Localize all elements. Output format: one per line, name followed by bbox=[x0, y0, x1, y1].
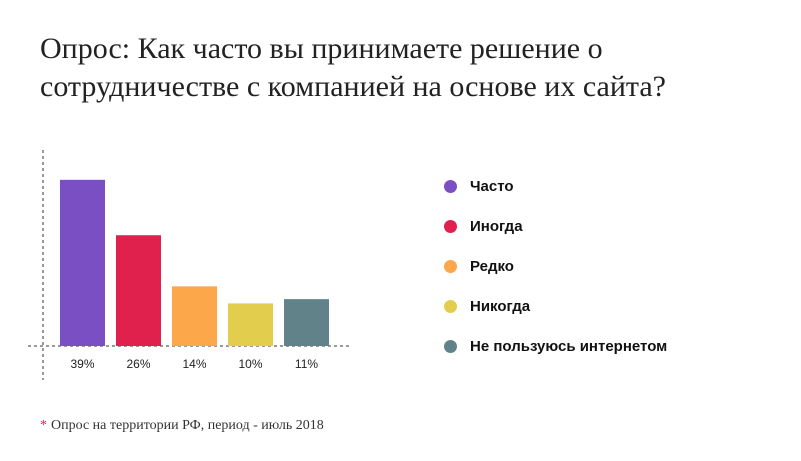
footnote-marker: * bbox=[40, 418, 47, 433]
legend-label: Не пользуюсь интернетом bbox=[470, 337, 668, 355]
legend-swatch-icon bbox=[444, 219, 457, 233]
legend: Часто Иногда Редко Никогда Не пользуюсь инте… bbox=[444, 166, 667, 366]
bar-4 bbox=[228, 303, 273, 346]
legend-label: Редко bbox=[470, 257, 514, 275]
bar-value-label: 11% bbox=[295, 357, 318, 371]
footnote-text: Опрос на территории РФ, период - июль 20… bbox=[51, 418, 324, 433]
bar-value-label: 26% bbox=[126, 357, 150, 371]
bar-3 bbox=[172, 286, 217, 346]
legend-swatch-icon bbox=[444, 339, 457, 353]
legend-label: Никогда bbox=[470, 297, 531, 315]
bar-1 bbox=[60, 179, 105, 346]
legend-label: Иногда bbox=[470, 217, 523, 235]
footnote: * Опрос на территории РФ, период - июль 2… bbox=[40, 418, 324, 434]
legend-swatch-icon bbox=[444, 259, 457, 273]
bar-value-label: 14% bbox=[182, 357, 206, 371]
legend-swatch-icon bbox=[444, 299, 457, 313]
bars-group bbox=[60, 179, 329, 346]
bar-labels-group: 39% 26% 14% 10% 11% bbox=[70, 357, 318, 371]
legend-item: Иногда bbox=[444, 206, 667, 246]
legend-item: Часто bbox=[444, 166, 667, 206]
legend-item: Никогда bbox=[444, 286, 667, 326]
bar-value-label: 10% bbox=[238, 357, 262, 371]
bar-2 bbox=[116, 235, 161, 346]
bar-5 bbox=[284, 299, 329, 346]
bar-value-label: 39% bbox=[70, 357, 94, 371]
chart-title: Опрос: Как часто вы принимаете решение о… bbox=[40, 32, 667, 103]
legend-label: Часто bbox=[470, 177, 514, 195]
legend-item: Редко bbox=[444, 246, 667, 286]
legend-item: Не пользуюсь интернетом bbox=[444, 326, 667, 366]
legend-swatch-icon bbox=[444, 179, 457, 193]
